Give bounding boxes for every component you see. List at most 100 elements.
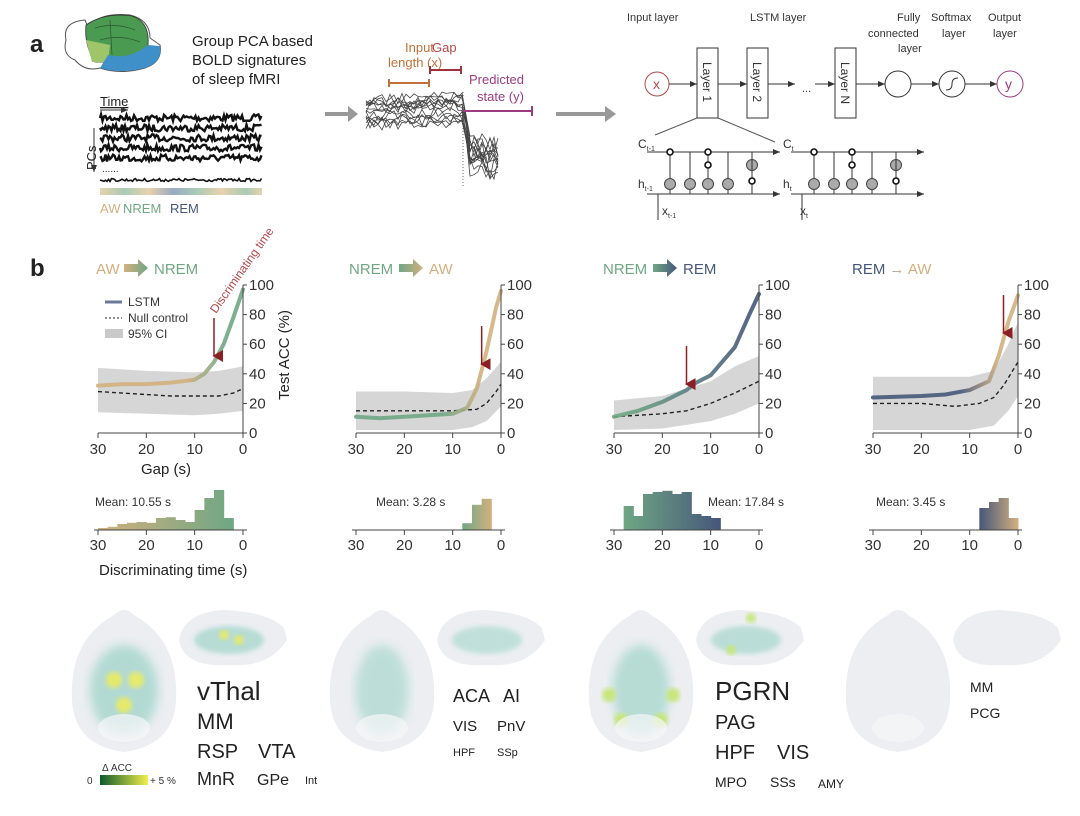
layer-1-box [696, 47, 719, 119]
pc-trace [99, 176, 263, 184]
brain-axial-view [845, 610, 951, 752]
histogram: 30 20 10 0 Mean: 3.45 s [865, 495, 1023, 554]
colorbar-title: Δ ACC [102, 763, 132, 774]
region-label: MM [197, 709, 234, 734]
predicted-bracket [463, 106, 533, 116]
colorbar: Δ ACC 0 + 5 % [87, 763, 176, 787]
sample-trace [365, 116, 499, 181]
x-tick-label: 10 [702, 441, 719, 458]
x-tick-label: 20 [654, 441, 671, 458]
mean-annotation: Mean: 17.84 s [708, 495, 784, 509]
output-title-1: Output [988, 12, 1021, 24]
x-tick-label: 0 [755, 537, 763, 554]
legend-lstm: LSTM [128, 295, 160, 309]
layer-2-label: Layer 2 [750, 62, 764, 102]
histogram-bar [672, 494, 683, 530]
histogram-bar [710, 518, 721, 530]
state-rem: REM [170, 201, 199, 216]
x-tick-label: 10 [961, 537, 978, 554]
h-next: ht [783, 177, 792, 193]
region-label: ACA [453, 686, 490, 706]
sample-trace [365, 98, 499, 165]
sample-trace [365, 115, 499, 180]
lstm-line [96, 287, 245, 388]
histogram-bar [223, 518, 234, 530]
pc-trace [98, 140, 263, 156]
y-tick-label: 60 [249, 336, 266, 353]
y-tick-label: 40 [249, 366, 266, 383]
mouse-brain-icon [64, 14, 161, 72]
input-bracket [388, 79, 430, 87]
predicted-label-2: state (y) [477, 89, 524, 104]
hotspot [128, 672, 144, 688]
x-prev: xt-1 [662, 204, 676, 220]
x-tick-label: 20 [138, 537, 155, 554]
histogram-bar [652, 492, 663, 530]
sample-traces [365, 91, 499, 181]
mean-annotation: Mean: 3.28 s [376, 495, 445, 509]
x-tick-label: 30 [348, 537, 365, 554]
y-tick-label: 100 [507, 277, 532, 294]
histogram-bar [643, 494, 654, 530]
gate-node [846, 178, 858, 190]
c-prev: Ct-1 [638, 137, 655, 153]
transition-from: AW [96, 261, 120, 278]
histogram-bar [462, 523, 473, 530]
header-line-1: Group PCA based [192, 33, 313, 50]
histogram-bar [662, 490, 673, 530]
sample-trace [365, 106, 499, 164]
output-node [996, 70, 1024, 98]
gap-bracket [429, 66, 462, 74]
x-tick-label: 30 [865, 537, 882, 554]
y-tick-label: 100 [1024, 277, 1049, 294]
region-label: AMY [818, 777, 844, 791]
flow-arrow-1 [325, 106, 358, 122]
sample-trace [365, 94, 499, 162]
sample-trace [365, 113, 499, 177]
time-label: Time [100, 94, 128, 109]
y-tick-label: 80 [765, 307, 782, 324]
brain-map [845, 610, 1061, 752]
histogram-bar [681, 492, 692, 530]
lstm-layer-title: LSTM layer [750, 12, 807, 24]
legend-ci-swatch [105, 329, 123, 338]
region-label: VTA [258, 741, 296, 763]
ci-band [356, 361, 501, 431]
histogram-bar [98, 528, 109, 530]
region-label: SSp [497, 747, 518, 759]
y-tick-label: 20 [249, 395, 266, 412]
x-axis-label: Gap (s) [141, 461, 191, 478]
layer-n-label: Layer N [838, 62, 852, 104]
x-tick-label: 0 [1014, 537, 1022, 554]
lstm-line [612, 291, 761, 419]
y-tick-label: 60 [1024, 336, 1041, 353]
pcs-label: PCs [84, 145, 99, 170]
panel-label-b: b [30, 255, 45, 282]
gate-node [722, 178, 734, 190]
ci-band [614, 356, 759, 431]
x-tick-label: 20 [396, 441, 413, 458]
colorbar-gradient [100, 775, 148, 785]
y-axis-label: Test ACC (%) [276, 310, 293, 400]
x-tick-label: 0 [497, 441, 505, 458]
region-labels-3: PGRN PAG HPF VIS MPO SSs AMY [715, 676, 844, 791]
region-label: VIS [777, 742, 809, 764]
layer-ellipsis: ... [802, 83, 811, 95]
y-tick-label: 100 [249, 277, 274, 294]
region-label: PAG [715, 712, 756, 734]
histogram-bar [998, 498, 1009, 530]
header-line-2: BOLD signatures [192, 52, 306, 69]
mean-annotation: Mean: 3.45 s [876, 495, 945, 509]
y-tick-label: 40 [507, 366, 524, 383]
histogram-bar [127, 522, 138, 530]
histogram-bar [165, 517, 176, 530]
region-label: PnV [497, 718, 525, 735]
region-label: SSs [770, 774, 796, 790]
histogram-bar [117, 524, 128, 530]
histogram: 30 20 10 0 Mean: 10.55 s [90, 490, 247, 554]
transition-to: NREM [154, 261, 198, 278]
region-label: HPF [453, 747, 475, 759]
fc-node [884, 70, 912, 98]
softmax-title-2: layer [942, 28, 966, 40]
